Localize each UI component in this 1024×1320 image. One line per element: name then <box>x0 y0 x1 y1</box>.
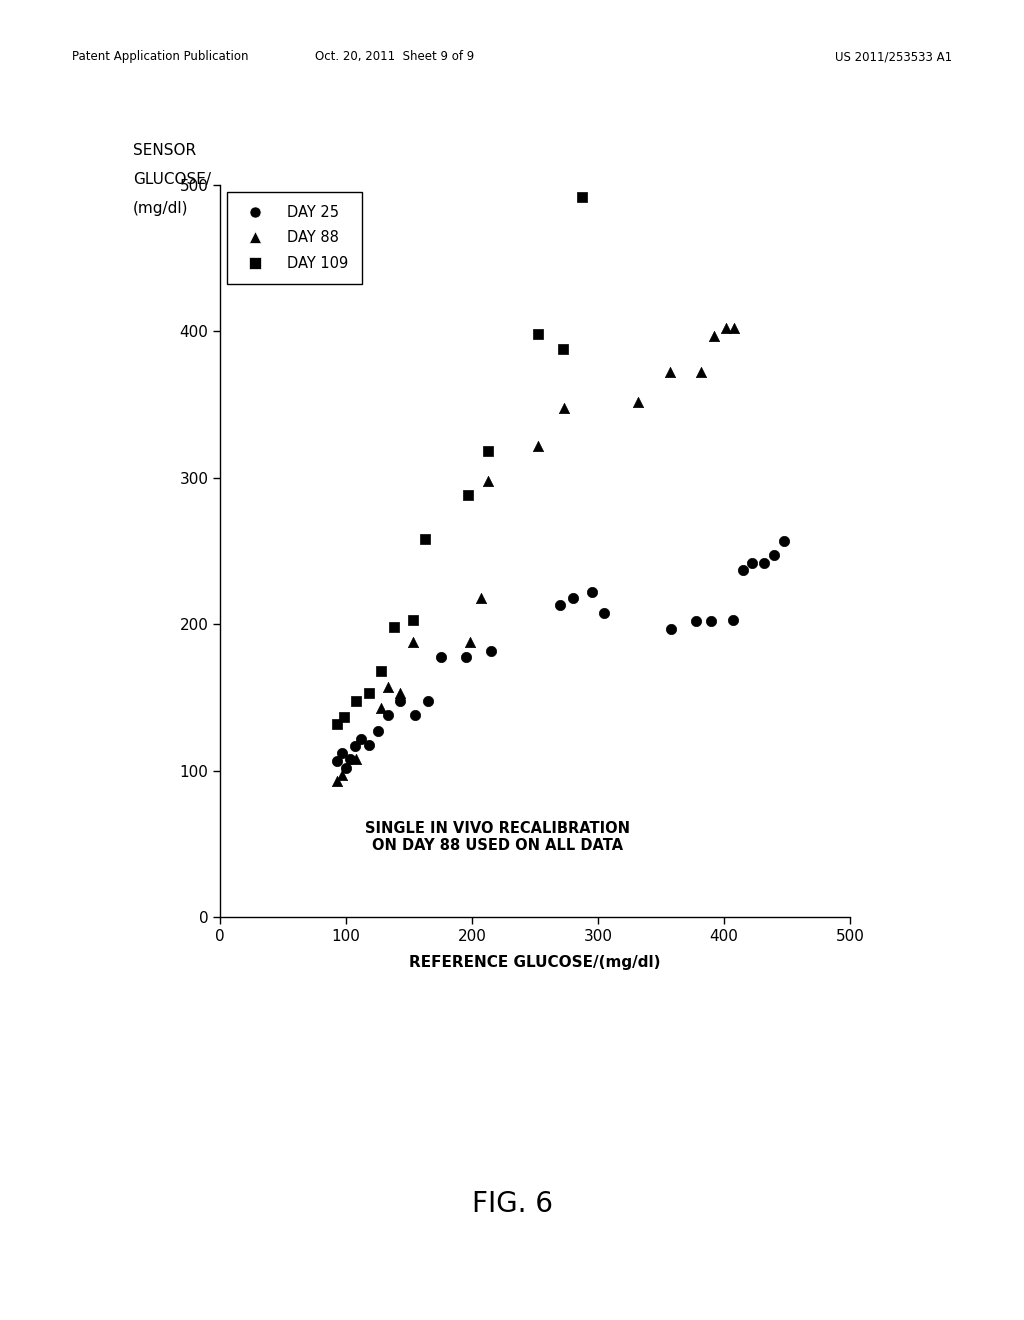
DAY 25 <box>766 545 782 566</box>
DAY 25 <box>703 611 720 632</box>
DAY 109 <box>348 690 365 711</box>
DAY 25 <box>334 743 350 764</box>
DAY 25 <box>663 618 679 639</box>
DAY 109 <box>373 661 389 682</box>
DAY 109 <box>480 441 497 462</box>
DAY 109 <box>386 616 402 638</box>
DAY 109 <box>555 338 571 359</box>
DAY 25 <box>458 645 474 667</box>
Text: SINGLE IN VIVO RECALIBRATION
ON DAY 88 USED ON ALL DATA: SINGLE IN VIVO RECALIBRATION ON DAY 88 U… <box>365 821 630 853</box>
DAY 88 <box>348 748 365 770</box>
Text: GLUCOSE/: GLUCOSE/ <box>133 173 211 187</box>
DAY 25 <box>596 602 612 623</box>
DAY 25 <box>756 552 772 573</box>
DAY 25 <box>584 582 600 603</box>
DAY 88 <box>480 470 497 491</box>
DAY 88 <box>334 764 350 785</box>
DAY 25 <box>420 690 436 711</box>
DAY 88 <box>706 325 722 346</box>
DAY 25 <box>347 735 364 756</box>
DAY 25 <box>380 705 396 726</box>
DAY 25 <box>432 645 449 667</box>
Text: US 2011/253533 A1: US 2011/253533 A1 <box>836 50 952 63</box>
DAY 25 <box>688 611 705 632</box>
DAY 25 <box>725 610 741 631</box>
DAY 25 <box>776 531 793 552</box>
DAY 109 <box>329 713 345 734</box>
DAY 88 <box>473 587 489 609</box>
DAY 88 <box>373 697 389 718</box>
DAY 109 <box>417 529 433 550</box>
DAY 88 <box>380 677 396 698</box>
DAY 88 <box>392 682 409 704</box>
DAY 25 <box>370 721 386 742</box>
DAY 25 <box>392 690 409 711</box>
DAY 25 <box>743 552 760 573</box>
Text: Patent Application Publication: Patent Application Publication <box>72 50 248 63</box>
DAY 25 <box>552 595 568 616</box>
DAY 109 <box>360 682 377 704</box>
DAY 25 <box>482 640 499 661</box>
DAY 25 <box>734 560 751 581</box>
DAY 88 <box>529 436 546 457</box>
DAY 25 <box>338 758 354 779</box>
DAY 109 <box>529 323 546 345</box>
Text: (mg/dl): (mg/dl) <box>133 202 188 216</box>
Legend: DAY 25, DAY 88, DAY 109: DAY 25, DAY 88, DAY 109 <box>227 193 361 284</box>
DAY 109 <box>573 186 590 207</box>
DAY 88 <box>662 362 678 383</box>
DAY 109 <box>460 484 476 506</box>
DAY 25 <box>329 750 345 771</box>
DAY 88 <box>329 771 345 792</box>
DAY 109 <box>336 706 352 727</box>
DAY 25 <box>353 729 370 750</box>
Text: Oct. 20, 2011  Sheet 9 of 9: Oct. 20, 2011 Sheet 9 of 9 <box>314 50 474 63</box>
Text: SENSOR: SENSOR <box>133 144 197 158</box>
DAY 88 <box>462 631 478 652</box>
DAY 109 <box>404 610 421 631</box>
DAY 25 <box>408 705 424 726</box>
DAY 88 <box>404 631 421 652</box>
DAY 25 <box>564 587 581 609</box>
DAY 88 <box>718 318 734 339</box>
DAY 25 <box>360 734 377 755</box>
DAY 88 <box>556 397 572 418</box>
DAY 88 <box>630 391 646 412</box>
DAY 88 <box>726 318 742 339</box>
DAY 88 <box>693 362 710 383</box>
DAY 25 <box>342 748 358 770</box>
Text: FIG. 6: FIG. 6 <box>471 1189 553 1218</box>
X-axis label: REFERENCE GLUCOSE/(mg/dl): REFERENCE GLUCOSE/(mg/dl) <box>410 956 660 970</box>
